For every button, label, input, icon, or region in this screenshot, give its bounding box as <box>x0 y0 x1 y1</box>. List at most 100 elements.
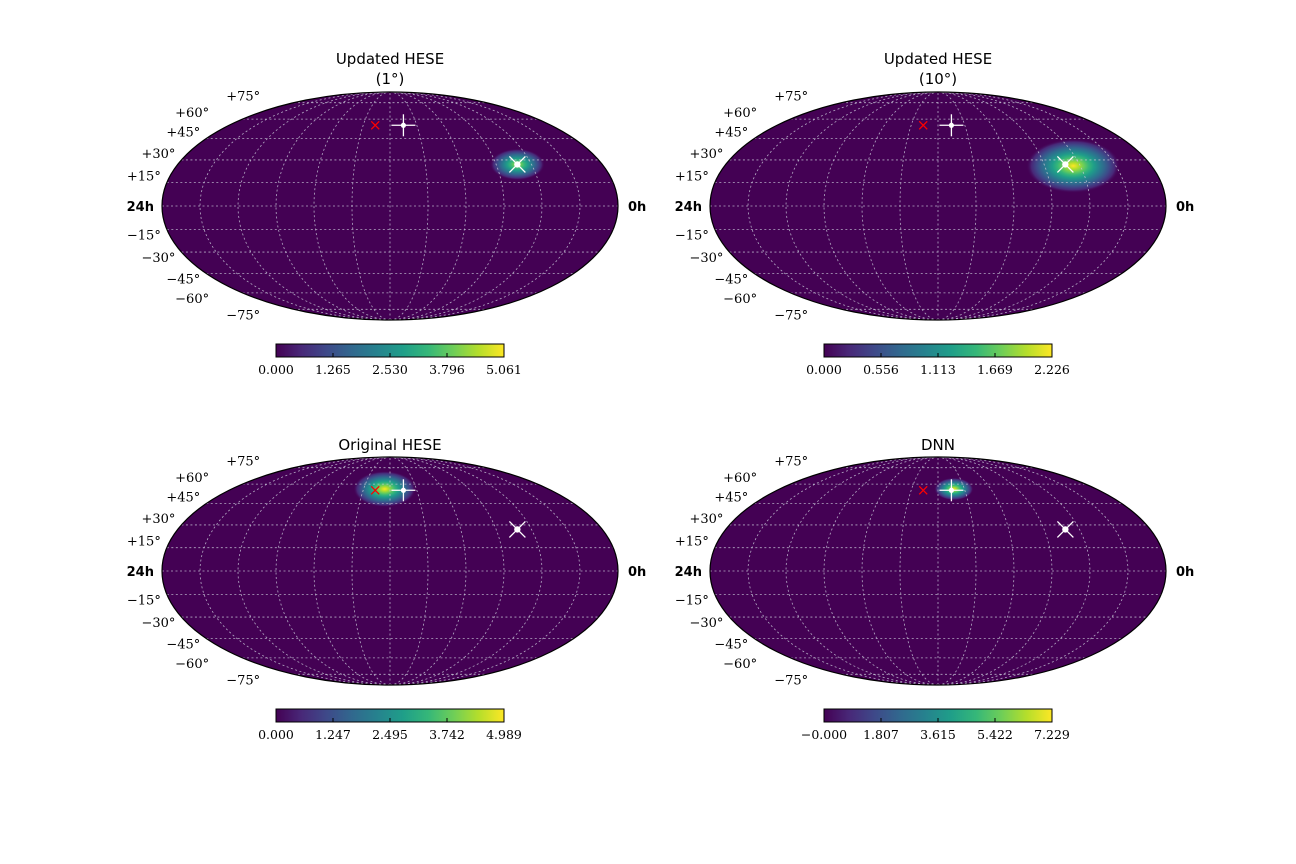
sky-outline <box>709 456 1167 686</box>
meridian-line <box>351 457 391 685</box>
chart-title: Original HESE <box>338 436 441 454</box>
dec-label: +30° <box>689 147 723 162</box>
graticule <box>710 92 1166 320</box>
marker-x-red <box>370 485 380 495</box>
chart-title: (10°) <box>919 70 957 88</box>
sky-outline <box>161 91 619 321</box>
dec-label: +75° <box>226 455 260 470</box>
colorbar-tick-label: 1.807 <box>863 727 899 742</box>
dec-label: −30° <box>689 251 723 266</box>
plus-dot <box>948 487 955 493</box>
marker-x-red <box>918 120 928 130</box>
x-mark <box>918 485 928 495</box>
meridian-line <box>389 457 581 685</box>
dec-label: −30° <box>141 616 175 631</box>
meridian-line <box>785 457 939 685</box>
sky-outline <box>709 91 1167 321</box>
dec-label: −75° <box>774 308 808 323</box>
dec-label: −30° <box>141 251 175 266</box>
dec-label: +15° <box>675 170 709 185</box>
meridian-line <box>199 457 391 685</box>
skymap-panel: Original HESE 24h 0h +75° +60° +45° +30° +15° −1… <box>127 436 647 742</box>
skymap-panel: DNN 24h 0h +75° +60° +45° +30° +15° −15° −30° −45°… <box>675 436 1195 742</box>
ra-label-right: 0h <box>1176 565 1194 580</box>
x-mark <box>370 120 380 130</box>
colorbar-tick-label: 1.669 <box>977 362 1013 377</box>
colorbar-tick-label: 2.530 <box>372 362 408 377</box>
meridian-line <box>389 457 543 685</box>
dec-label: +45° <box>166 126 200 141</box>
probability-hotspot <box>933 477 975 501</box>
skymap-panel: Updated HESE (1°) 24h 0h +75° +60° +45° +30° +15… <box>127 50 647 377</box>
colorbar-tick-label: 2.495 <box>372 727 408 742</box>
ra-label-left: 24h <box>675 200 702 215</box>
colorbar-tick-label: 1.247 <box>315 727 351 742</box>
colorbar-tick-label: 1.113 <box>920 362 956 377</box>
meridian-line <box>937 92 1129 320</box>
meridian-line <box>389 92 581 320</box>
meridian-line <box>351 92 391 320</box>
star-dot <box>1062 161 1069 168</box>
meridian-line <box>861 92 939 320</box>
dec-label: +75° <box>226 90 260 105</box>
dec-label: +45° <box>714 126 748 141</box>
meridian-line <box>199 92 391 320</box>
marker-plus-white <box>391 479 416 502</box>
colorbar: −0.000 1.807 3.615 5.422 7.229 <box>801 708 1070 742</box>
colorbar-tick-label: 5.422 <box>977 727 1013 742</box>
meridian-line <box>237 457 391 685</box>
meridian-line <box>937 92 1091 320</box>
colorbar-tick-label: 2.226 <box>1034 362 1070 377</box>
dec-label: −45° <box>714 637 748 652</box>
dec-label: +75° <box>774 90 808 105</box>
meridian-line <box>937 457 1129 685</box>
dec-label: +30° <box>689 512 723 527</box>
meridian-line <box>389 92 543 320</box>
dec-label: −15° <box>675 228 709 243</box>
dec-label: −15° <box>127 593 161 608</box>
dec-label: +75° <box>774 455 808 470</box>
marker-star-white <box>508 155 526 173</box>
star-dot <box>1062 526 1069 533</box>
dec-label: +60° <box>175 106 209 121</box>
meridian-line <box>899 92 939 320</box>
graticule <box>162 457 618 685</box>
colorbar-tick-label: 3.796 <box>429 362 465 377</box>
x-mark <box>918 120 928 130</box>
colorbar-tick-label: 3.615 <box>920 727 956 742</box>
chart-title: DNN <box>921 436 955 454</box>
dec-label: −60° <box>175 292 209 307</box>
marker-x-red <box>370 120 380 130</box>
meridian-line <box>747 92 939 320</box>
marker-plus-white <box>391 114 416 137</box>
dec-label: −75° <box>226 673 260 688</box>
meridian-line <box>937 92 977 320</box>
colorbar: 0.000 0.556 1.113 1.669 2.226 <box>806 343 1070 377</box>
dec-label: −60° <box>723 292 757 307</box>
graticule <box>162 92 618 320</box>
colorbar-tick-label: 4.989 <box>486 727 522 742</box>
meridian-line <box>937 457 977 685</box>
dec-label: −45° <box>166 272 200 287</box>
meridian-line <box>237 92 391 320</box>
star-dot <box>514 161 521 168</box>
probability-hotspot <box>1023 137 1123 195</box>
chart-title: (1°) <box>376 70 405 88</box>
meridian-line <box>937 457 1015 685</box>
meridian-line <box>313 92 391 320</box>
colorbar-tick-label: 7.229 <box>1034 727 1070 742</box>
colorbar: 0.000 1.247 2.495 3.742 4.989 <box>258 708 522 742</box>
chart-title: Updated HESE <box>336 50 444 68</box>
meridian-line <box>389 457 467 685</box>
dec-label: +15° <box>127 535 161 550</box>
dec-label: −45° <box>714 272 748 287</box>
marker-star-white <box>1056 155 1074 173</box>
colorbar-tick-label: 0.000 <box>258 362 294 377</box>
plus-dot <box>948 122 955 128</box>
skymap-panel: Updated HESE (10°) 24h 0h +75° +60° +45° +30° +1… <box>675 50 1195 377</box>
colorbar-tick-label: 0.000 <box>258 727 294 742</box>
colorbar-tick-label: 1.265 <box>315 362 351 377</box>
plus-dot <box>400 122 407 128</box>
marker-plus-white <box>939 479 964 502</box>
